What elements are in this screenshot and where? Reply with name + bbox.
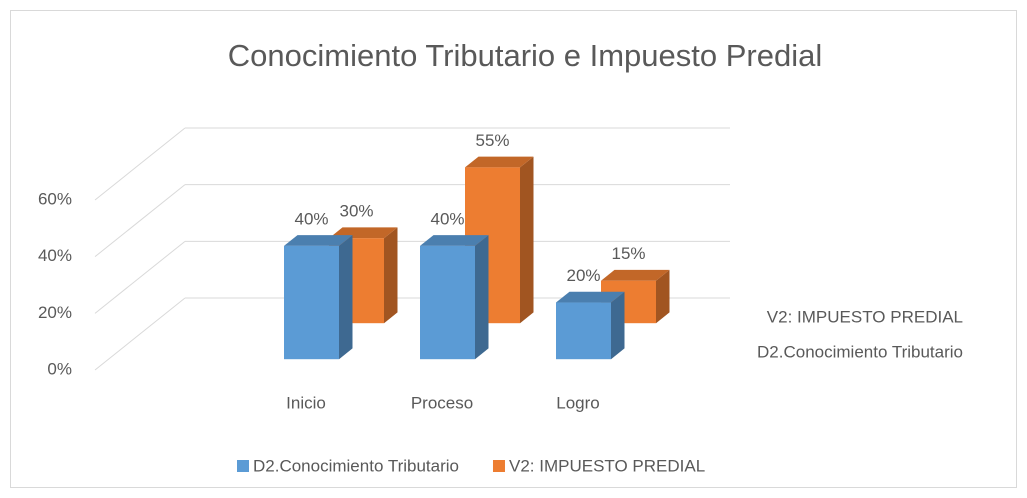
data-label: 40%: [294, 209, 328, 228]
chart-title: Conocimiento Tributario e Impuesto Predi…: [228, 38, 822, 73]
data-label: 15%: [611, 244, 645, 263]
y-tick-label: 20%: [38, 303, 72, 322]
grid-line: [94, 297, 186, 371]
y-tick-label: 0%: [47, 359, 72, 378]
bar-top: [420, 235, 489, 246]
legend-swatch: [237, 460, 249, 472]
y-tick-label: 60%: [38, 189, 72, 208]
bar-top: [601, 269, 670, 281]
bar: [420, 245, 475, 360]
bar-side: [475, 235, 489, 360]
x-tick-label: Proceso: [411, 393, 473, 412]
x-tick-label: Logro: [556, 393, 599, 412]
bar-side: [656, 269, 670, 324]
bar-side: [520, 156, 534, 324]
grid-line: [94, 127, 186, 201]
x-tick-label: Inicio: [286, 393, 326, 412]
data-label: 20%: [566, 266, 600, 285]
bar-side: [611, 291, 625, 360]
bar-side: [384, 227, 398, 324]
bar-side: [339, 235, 353, 360]
bar-top: [465, 156, 534, 168]
depth-label: V2: IMPUESTO PREDIAL: [767, 307, 963, 326]
grid-line: [94, 240, 186, 314]
legend-swatch: [492, 460, 505, 472]
bar-top: [284, 235, 353, 246]
bar: [556, 302, 611, 360]
legend-label: V2: IMPUESTO PREDIAL: [509, 456, 705, 475]
bar-top: [556, 291, 625, 303]
bar: [284, 245, 339, 360]
data-label: 55%: [475, 131, 509, 150]
data-label: 30%: [339, 202, 373, 221]
depth-label: D2.Conocimiento Tributario: [757, 342, 963, 361]
data-label: 40%: [430, 209, 464, 228]
y-tick-label: 40%: [38, 246, 72, 265]
grid-line: [94, 184, 186, 258]
legend-label: D2.Conocimiento Tributario: [253, 456, 459, 475]
